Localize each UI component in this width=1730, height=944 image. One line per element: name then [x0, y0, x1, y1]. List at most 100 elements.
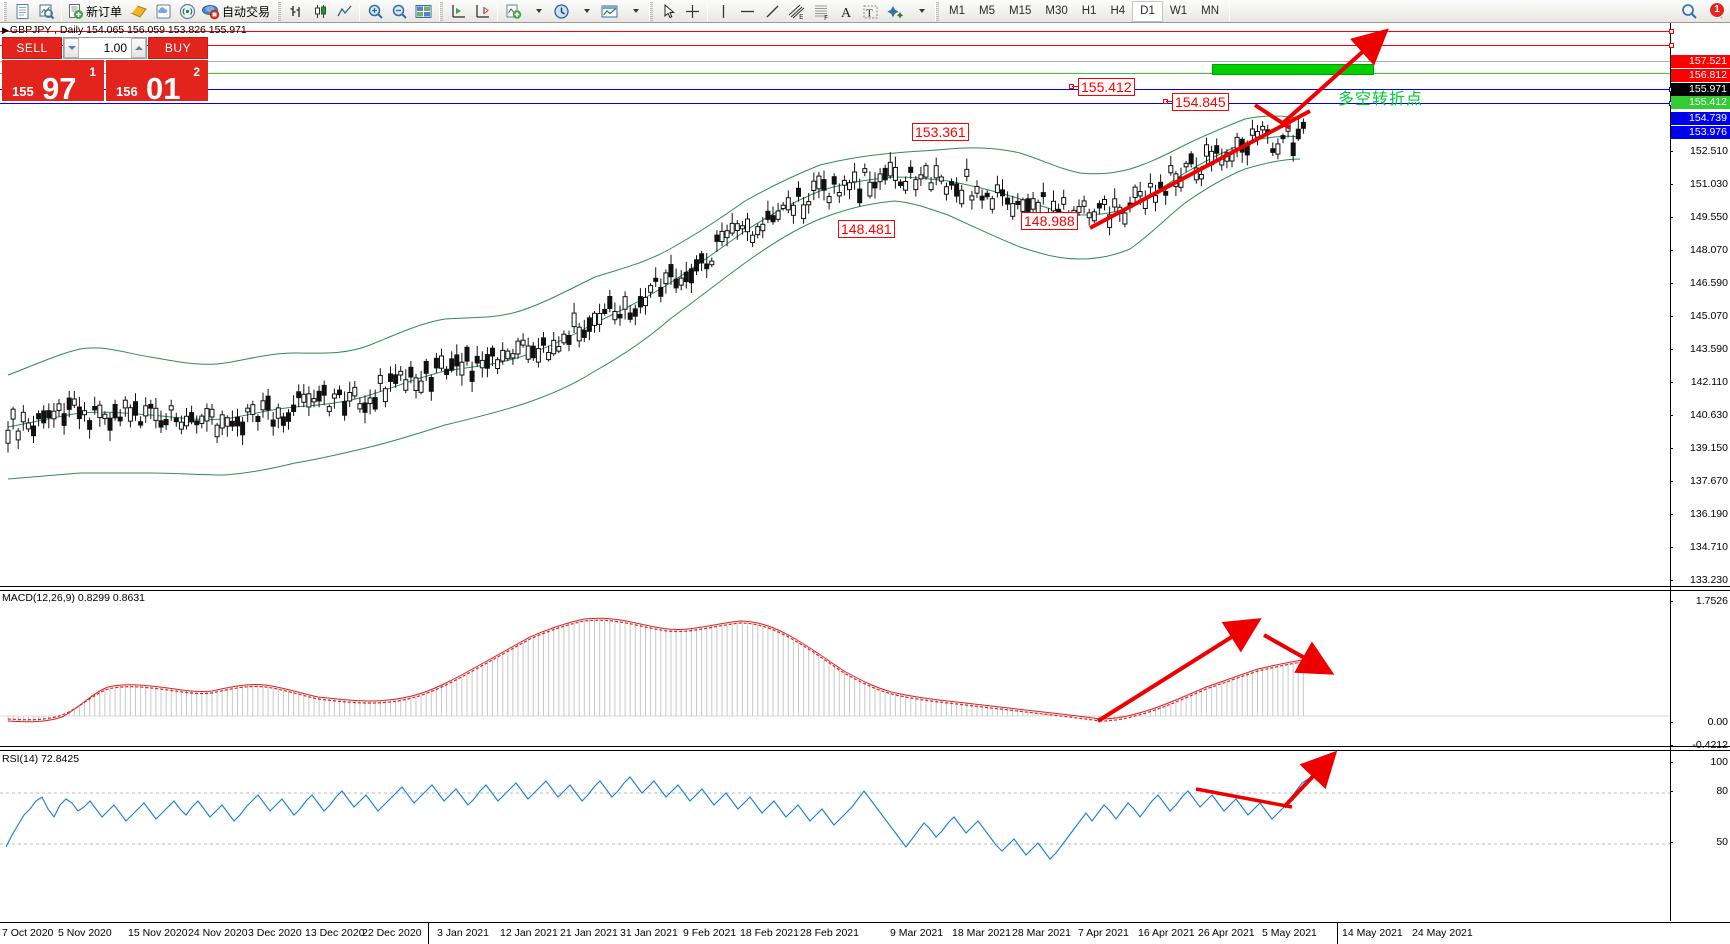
symbol-header: ▶GBPJPY , Daily 154.065 156.059 153.826 …: [2, 24, 247, 36]
notification-icon[interactable]: 1: [1703, 1, 1729, 22]
level-line-156812[interactable]: [0, 43, 1674, 48]
horizontal-line-icon[interactable]: [736, 1, 759, 22]
templates-icon[interactable]: [598, 1, 621, 22]
volume-input[interactable]: 1.00: [103, 41, 127, 55]
price-label-155412[interactable]: 155.412: [1069, 78, 1135, 96]
macd-main-line: [7, 617, 1311, 723]
expert-advisor-icon[interactable]: [127, 1, 150, 22]
zoom-out-icon[interactable]: [388, 1, 410, 22]
axis-tag-157521[interactable]: 157.521: [1671, 55, 1730, 68]
chart-search-icon[interactable]: [35, 1, 57, 22]
sell-button[interactable]: SELL: [2, 37, 62, 59]
cloud-icon[interactable]: [152, 1, 174, 22]
toolbar-grip-2[interactable]: [277, 1, 282, 21]
vertical-line-icon[interactable]: [712, 1, 734, 22]
line-chart-icon[interactable]: [333, 1, 355, 22]
axis-tag-155412[interactable]: 155.412: [1671, 96, 1730, 109]
volume-increase-button[interactable]: [131, 38, 146, 58]
text-box-icon[interactable]: T: [859, 1, 882, 22]
bid-price-display[interactable]: 155 97 1: [2, 60, 104, 104]
crosshair-icon[interactable]: [681, 1, 703, 22]
volume-stepper[interactable]: 1.00: [63, 37, 147, 59]
svg-text:F: F: [824, 14, 828, 20]
timeframe-m30[interactable]: M30: [1045, 5, 1068, 17]
trendline-overlay-rsi[interactable]: [0, 751, 1670, 923]
time-label: 7 Oct 2020: [2, 927, 54, 939]
toolbar-grip[interactable]: [3, 1, 7, 21]
period-icon[interactable]: [550, 1, 572, 22]
macd-label: MACD(12,26,9) 0.8299 0.8631: [2, 592, 146, 604]
chart-canvas[interactable]: ▶GBPJPY , Daily 154.065 156.059 153.826 …: [0, 23, 1730, 944]
price-label-text: 153.361: [915, 124, 966, 140]
add-indicator-icon[interactable]: [502, 1, 524, 22]
time-axis-divider: [428, 923, 429, 944]
price-label-148481[interactable]: 148.481: [838, 220, 895, 238]
timeframe-m1[interactable]: M1: [949, 5, 966, 17]
one-click-trading-panel[interactable]: SELL 1.00 BUY 155 97 1 156 01 2: [2, 37, 208, 104]
macd-tick: -0.4212: [1670, 739, 1730, 751]
price-label-153361[interactable]: 153.361: [912, 123, 969, 141]
ask-price-fraction: 2: [193, 65, 200, 79]
timeframe-d1[interactable]: D1: [1132, 0, 1163, 22]
search-icon[interactable]: [1678, 1, 1701, 22]
signals-icon[interactable]: [176, 1, 198, 22]
chevron-down-icon-3[interactable]: [623, 1, 645, 22]
toolbar-grip-3[interactable]: [439, 1, 444, 21]
trendline-icon[interactable]: [761, 1, 783, 22]
ask-price-display[interactable]: 156 01 2: [106, 60, 208, 104]
price-label-154845[interactable]: 154.845: [1163, 93, 1229, 111]
supply-zone-box[interactable]: [1212, 64, 1374, 75]
new-order-button[interactable]: 新订单: [66, 1, 125, 22]
trendline-down-1: [1253, 103, 1292, 130]
toolbar-separator-3: [497, 1, 499, 21]
time-label: 14 May 2021: [1342, 927, 1403, 939]
volume-decrease-button[interactable]: [64, 38, 79, 58]
axis-tag-154739[interactable]: 154.739: [1671, 112, 1730, 125]
autotrade-button[interactable]: 自动交易: [200, 1, 273, 22]
document-icon[interactable]: [11, 1, 33, 22]
fibonacci-icon[interactable]: F: [810, 1, 833, 22]
bar-chart-icon[interactable]: [285, 1, 307, 22]
auto-scroll-icon[interactable]: [471, 1, 493, 22]
cursor-icon[interactable]: [657, 1, 679, 22]
time-label: 16 Apr 2021: [1138, 927, 1195, 939]
annotation-turning-point[interactable]: 多空转折点: [1338, 89, 1424, 108]
time-label: 26 Apr 2021: [1198, 927, 1255, 939]
toolbar-grip-5[interactable]: [935, 1, 940, 21]
trendline-overlay-macd[interactable]: [0, 591, 1670, 741]
time-axis[interactable]: 7 Oct 2020 5 Nov 2020 15 Nov 2020 24 Nov…: [0, 922, 1730, 944]
shift-end-icon[interactable]: [447, 1, 469, 22]
text-label-icon[interactable]: A: [835, 1, 857, 22]
chevron-down-icon[interactable]: [526, 1, 548, 22]
buy-button[interactable]: BUY: [148, 37, 208, 59]
candlestick-series: [5, 118, 1306, 453]
timeframe-m15[interactable]: M15: [1009, 5, 1032, 17]
objects-icon[interactable]: [884, 1, 907, 22]
level-handle[interactable]: [1669, 29, 1674, 34]
price-tick: 143.590: [1670, 343, 1730, 355]
level-line-157521[interactable]: [0, 29, 1674, 34]
timeframe-h4[interactable]: H4: [1110, 5, 1126, 17]
trendline-overlay-price[interactable]: [0, 23, 1670, 520]
timeframe-mn[interactable]: MN: [1201, 5, 1219, 17]
level-line-155412[interactable]: [0, 73, 1670, 74]
candlestick-icon[interactable]: [309, 1, 331, 22]
timeframe-m5[interactable]: M5: [979, 5, 995, 17]
price-label-nub: [1166, 101, 1172, 102]
axis-tag-153976[interactable]: 153.976: [1671, 126, 1730, 139]
chevron-down-icon-2[interactable]: [574, 1, 596, 22]
price-axis[interactable]: 152.510 151.030 149.550 148.070 146.590 …: [1670, 23, 1730, 921]
grid-icon[interactable]: [412, 1, 435, 22]
toolbar-grip-4[interactable]: [649, 1, 654, 21]
zoom-in-icon[interactable]: [364, 1, 386, 22]
level-handle[interactable]: [1669, 43, 1674, 48]
timeframe-h1[interactable]: H1: [1081, 5, 1097, 17]
chevron-down-icon-4[interactable]: [909, 1, 931, 22]
price-label-148988[interactable]: 148.988: [1021, 212, 1078, 230]
timeframe-w1[interactable]: W1: [1169, 5, 1188, 17]
equidistant-channel-icon[interactable]: E: [785, 1, 808, 22]
time-label: 28 Feb 2021: [800, 927, 859, 939]
axis-tag-156812[interactable]: 156.812: [1671, 69, 1730, 82]
time-label: 13 Dec 2020: [305, 927, 365, 939]
